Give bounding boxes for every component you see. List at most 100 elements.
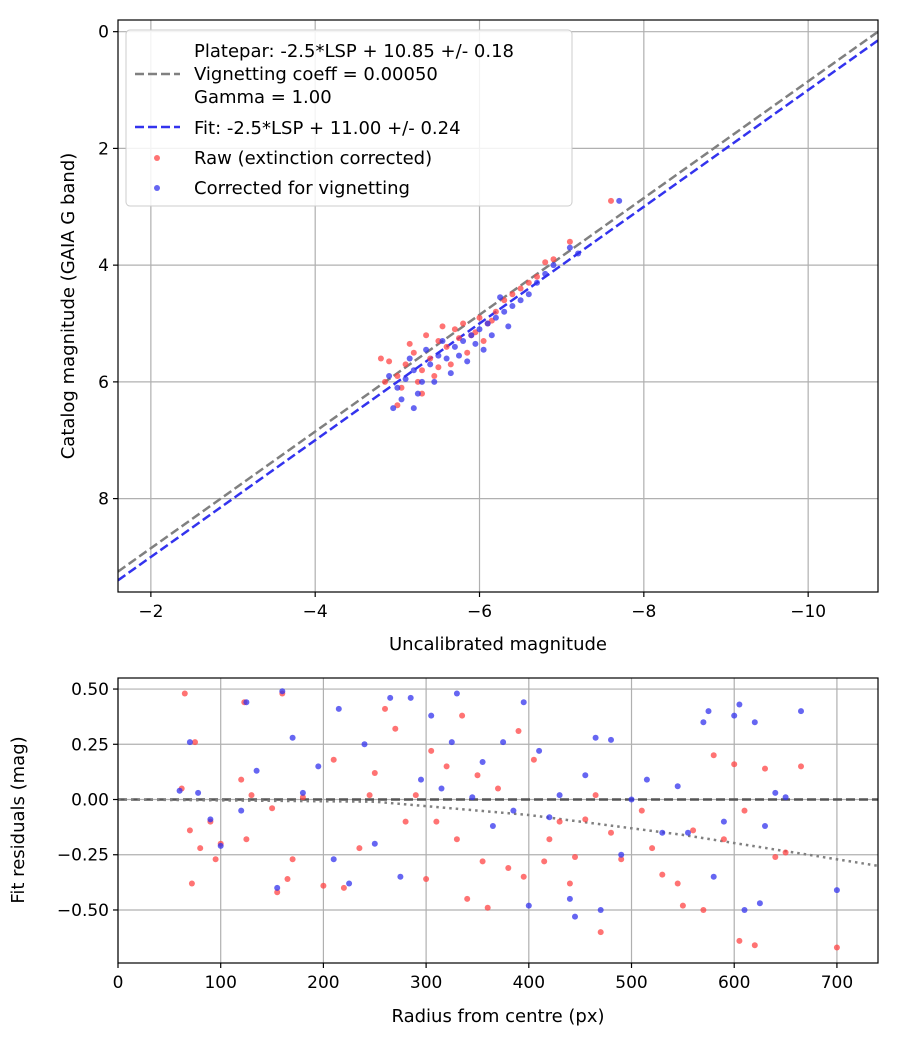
top-point-raw	[509, 291, 516, 298]
legend-platepar-line3: Gamma = 1.00	[194, 87, 332, 108]
bottom-point-corrected	[536, 747, 543, 754]
top-point-raw	[419, 367, 425, 374]
top-point-corrected	[390, 405, 397, 412]
bottom-point-corrected	[274, 884, 281, 891]
bottom-point-raw	[197, 845, 204, 852]
bottom-line-vignetting-model	[118, 798, 878, 868]
bottom-x-tick-label: 400	[513, 973, 545, 993]
top-y-tick-label: 6	[98, 373, 109, 393]
bottom-point-corrected	[253, 767, 260, 774]
bottom-point-corrected	[453, 690, 460, 697]
legend-raw-text: Raw (extinction corrected)	[194, 148, 432, 169]
bottom-point-corrected	[489, 823, 496, 829]
bottom-point-corrected	[546, 814, 553, 821]
top-point-corrected	[550, 262, 557, 269]
top-point-raw	[431, 373, 438, 379]
bottom-point-raw	[320, 882, 327, 889]
bottom-point-raw	[762, 765, 768, 772]
bottom-point-corrected	[438, 785, 445, 792]
bottom-point-corrected	[371, 840, 378, 847]
bottom-point-raw	[433, 818, 440, 825]
bottom-point-raw	[479, 858, 486, 865]
top-point-raw	[398, 384, 405, 391]
top-point-corrected	[468, 332, 475, 339]
bottom-x-tick-label: 600	[718, 973, 750, 993]
top-x-axis-label: Uncalibrated magnitude	[389, 634, 607, 655]
top-y-tick-label: 0	[98, 23, 109, 43]
bottom-point-raw	[505, 865, 512, 871]
top-point-raw	[423, 332, 430, 339]
top-x-tick-label: −2	[138, 602, 163, 622]
top-point-corrected	[464, 358, 471, 365]
top-x-ticks: −2 −4 −6 −8 −10	[138, 592, 826, 622]
top-plot-frame	[117, 19, 879, 593]
bottom-grid	[117, 678, 878, 963]
bottom-point-corrected	[346, 880, 353, 887]
top-point-corrected	[443, 355, 450, 362]
bottom-point-corrected	[510, 807, 517, 814]
top-point-raw	[480, 338, 487, 344]
top-point-raw	[402, 361, 409, 368]
bottom-point-raw	[484, 904, 491, 911]
top-point-raw	[435, 338, 442, 344]
top-point-corrected	[431, 378, 438, 385]
bottom-point-corrected	[238, 807, 245, 814]
bottom-point-corrected	[685, 829, 691, 836]
bottom-point-corrected	[643, 776, 650, 783]
top-plot: −2 −4 −6 −8 −10 0 2 4 6 8 Uncalibrated magnitude…	[58, 19, 879, 655]
bottom-point-raw	[423, 876, 430, 882]
bottom-point-corrected	[448, 739, 455, 746]
bottom-point-corrected	[176, 787, 183, 794]
top-point-raw	[451, 326, 458, 333]
bottom-point-corrected	[407, 694, 414, 701]
top-point-raw	[443, 343, 450, 350]
bottom-y-axis-label: Fit residuals (mag)	[8, 736, 29, 903]
bottom-point-corrected	[572, 913, 578, 920]
bottom-point-raw	[402, 818, 409, 825]
bottom-point-corrected	[289, 734, 296, 741]
top-point-raw	[414, 378, 421, 385]
bottom-x-tick-label: 300	[410, 973, 442, 993]
top-point-corrected	[427, 361, 434, 368]
bottom-point-corrected	[772, 789, 779, 796]
bottom-point-corrected	[592, 734, 599, 741]
bottom-point-corrected	[756, 900, 763, 907]
bottom-point-corrected	[387, 694, 394, 701]
bottom-y-tick-label: 0.50	[71, 680, 109, 700]
top-point-raw	[427, 355, 434, 362]
top-point-raw	[542, 259, 549, 266]
bottom-point-raw	[572, 854, 578, 860]
bottom-x-tick-label: 700	[821, 973, 853, 993]
bottom-x-tick-label: 100	[204, 973, 236, 993]
bottom-point-corrected	[279, 688, 286, 695]
bottom-point-raw	[474, 772, 481, 779]
bottom-point-corrected	[582, 772, 589, 779]
bottom-y-tick-label: −0.50	[57, 901, 109, 921]
bottom-point-corrected	[720, 818, 727, 825]
bottom-y-tick-label: 0.00	[71, 791, 109, 811]
bottom-point-corrected	[556, 792, 563, 799]
bottom-point-raw	[188, 880, 195, 887]
bottom-point-corrected	[299, 789, 306, 796]
top-point-corrected	[566, 244, 573, 251]
bottom-point-corrected	[705, 708, 712, 715]
bottom-reference-lines	[118, 798, 878, 868]
top-point-raw	[447, 361, 454, 368]
bottom-point-corrected	[428, 712, 435, 719]
top-point-raw	[566, 238, 573, 245]
top-y-ticks: 0 2 4 6 8	[98, 23, 118, 510]
bottom-point-raw	[798, 763, 804, 770]
top-point-corrected	[406, 355, 413, 362]
top-point-corrected	[509, 303, 516, 309]
top-y-tick-label: 2	[98, 139, 109, 159]
top-point-corrected	[517, 297, 524, 304]
top-point-corrected	[435, 352, 442, 359]
top-point-raw	[608, 197, 614, 204]
bottom-point-raw	[371, 770, 378, 776]
bottom-y-ticks: 0.50 0.25 0.00 −0.25 −0.50	[57, 680, 118, 921]
bottom-point-raw	[330, 756, 337, 763]
top-point-corrected	[484, 320, 491, 327]
bottom-point-corrected	[315, 763, 322, 770]
bottom-x-tick-label: 200	[307, 973, 339, 993]
bottom-point-raw	[289, 856, 296, 863]
